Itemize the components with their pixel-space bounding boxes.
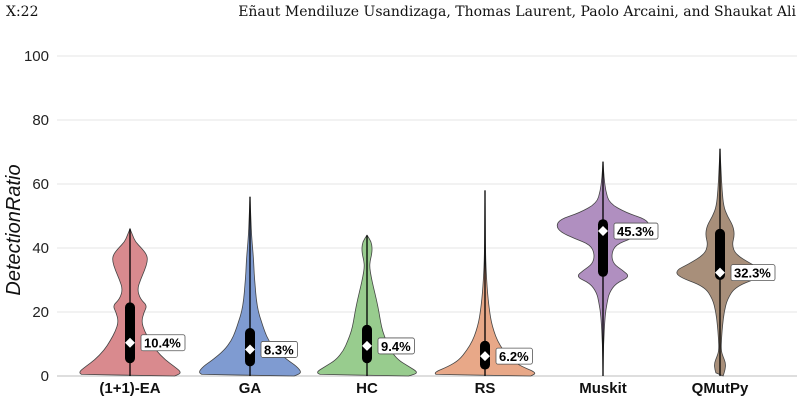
y-tick-label: 20 [32, 304, 49, 321]
violin-rs: 6.2% [434, 190, 536, 377]
violin-ga: 8.3% [199, 196, 301, 377]
violin-hc: 9.4% [317, 234, 417, 377]
median-label: 6.2% [495, 347, 533, 365]
x-category-label: (1+1)-EA [99, 380, 160, 397]
y-axis-title: DetectionRatio [3, 164, 25, 295]
median-label-text: 6.2% [499, 349, 529, 364]
x-category-label: HC [356, 380, 378, 397]
median-label: 10.4% [140, 334, 186, 352]
median-marker [245, 344, 255, 355]
median-label-box [377, 337, 415, 355]
median-label-box [495, 347, 533, 365]
median-label-text: 45.3% [617, 224, 654, 239]
violin--1-1-ea: 10.4% [79, 227, 186, 377]
page-label: X:22 [6, 4, 39, 20]
category-labels: (1+1)-EA GA HC RS Muskit QMutPy [99, 380, 749, 397]
median-marker [480, 351, 490, 362]
y-tick-label: 0 [41, 368, 49, 385]
y-axis: 0 20 40 60 80 100 [24, 48, 797, 385]
median-label-text: 9.4% [381, 339, 411, 354]
iqr-box [715, 228, 725, 280]
median-marker [125, 337, 135, 348]
grid-lines [57, 55, 797, 377]
median-label-box [140, 334, 186, 352]
median-label: 8.3% [260, 341, 298, 358]
median-marker [598, 226, 608, 237]
median-label: 45.3% [613, 222, 659, 240]
median-label-box [260, 341, 298, 358]
median-label: 32.3% [730, 264, 776, 282]
median-label-box [730, 264, 776, 282]
median-label-text: 32.3% [734, 266, 771, 281]
iqr-box [125, 302, 135, 364]
median-label: 9.4% [377, 337, 415, 355]
y-tick-label: 100 [24, 48, 49, 65]
median-label-text: 8.3% [264, 342, 294, 357]
violins: 10.4% 8.3% 9.4% 6.2% 45.3% 32.3% [79, 148, 776, 377]
x-category-label: Muskit [579, 380, 627, 397]
median-label-text: 10.4% [144, 336, 181, 351]
violin-qmutpy: 32.3% [676, 148, 776, 377]
median-marker [715, 267, 725, 278]
y-tick-label: 40 [32, 240, 49, 257]
median-marker [362, 340, 372, 351]
author-line: Eñaut Mendiluze Usandizaga, Thomas Laure… [238, 4, 796, 20]
x-category-label: GA [239, 380, 262, 397]
iqr-box [598, 219, 608, 277]
y-tick-label: 60 [32, 176, 49, 193]
violin-muskit: 45.3% [556, 161, 659, 377]
y-tick-label: 80 [32, 112, 49, 129]
x-category-label: QMutPy [692, 380, 749, 397]
median-label-box [613, 222, 659, 240]
x-category-label: RS [475, 380, 496, 397]
